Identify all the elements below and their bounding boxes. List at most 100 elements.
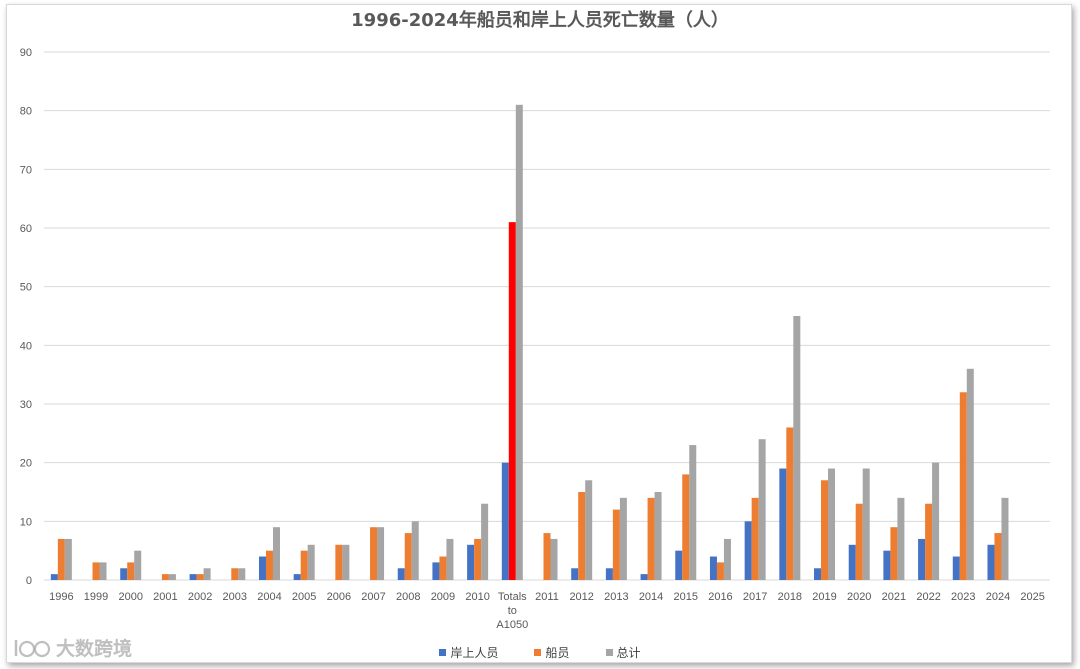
bar-shore [918,538,926,580]
bar-crew [578,492,586,580]
bar-crew [335,544,343,580]
x-tick-label: Totals to A1050 [496,591,528,631]
bar-total [932,462,940,580]
bar-shore [814,568,822,580]
y-tick-label: 40 [20,340,32,352]
bar-shore [467,544,475,580]
bar-total [134,550,142,580]
bar-crew [786,427,794,580]
bar-crew [231,568,239,580]
x-tick-label: 2009 [431,591,455,603]
watermark-logo-icon [14,639,51,657]
bar-crew [57,538,65,580]
bar-crew [92,562,100,580]
chart-legend: 岸上人员 船员 总计 [0,644,1080,661]
x-tick-label: 2014 [639,591,663,603]
bar-shore [675,550,683,580]
x-tick-label: 2024 [986,591,1010,603]
bar-shore [50,574,58,580]
bar-crew [890,527,898,580]
bar-crew [127,562,135,580]
bar-total [99,562,107,580]
x-tick-label: 1996 [49,591,73,603]
bar-total [689,445,697,580]
bar-crew [439,556,447,580]
x-tick-label: 2012 [569,591,593,603]
bar-total [307,544,315,580]
bar-shore [709,556,717,580]
bar-shore [744,521,752,580]
x-tick-label: 2025 [1020,591,1044,603]
x-tick-label: 2023 [951,591,975,603]
gridlines [44,51,1050,581]
bar-total [446,538,454,580]
legend-item-shore: 岸上人员 [439,644,498,661]
x-tick-label: 2018 [778,591,802,603]
bar-crew [508,222,516,580]
bar-crew [959,392,967,580]
bars [50,104,1009,581]
x-tick-label: 2013 [604,591,628,603]
y-axis-ticks: 0 10 20 30 40 50 60 70 80 90 [20,47,32,587]
x-tick-label: 2010 [465,591,489,603]
bar-total [793,316,801,580]
bar-total [64,538,72,580]
x-tick-label: 2008 [396,591,420,603]
bar-shore [258,556,266,580]
bar-total [168,574,176,580]
bar-crew [751,497,759,580]
legend-swatch-crew [534,649,542,656]
x-tick-label: 1999 [84,591,108,603]
bar-total [377,527,385,580]
bar-shore [501,462,509,580]
bar-crew [682,474,690,580]
y-tick-label: 60 [20,223,32,235]
bar-total [862,468,870,580]
bar-crew [370,527,378,580]
bar-total [203,568,211,580]
bar-total [1001,497,1009,580]
legend-label-crew: 船员 [545,646,570,660]
bar-crew [161,574,169,580]
bar-crew [543,533,551,580]
bar-total [238,568,246,580]
x-tick-label: 2006 [327,591,351,603]
bar-total [897,497,905,580]
x-tick-label: 2003 [223,591,247,603]
bar-shore [189,574,197,580]
bar-crew [265,550,273,580]
y-tick-label: 10 [20,516,32,528]
bar-shore [640,574,648,580]
bar-crew [404,533,412,580]
watermark: 大数跨境 [12,634,132,661]
bar-crew [855,503,863,580]
x-tick-label: 2021 [882,591,906,603]
legend-item-total: 总计 [605,644,641,661]
bar-shore [397,568,405,580]
bar-total [828,468,836,580]
bar-crew [300,550,308,580]
x-tick-label: 2020 [847,591,871,603]
bar-total [342,544,350,580]
x-tick-label: 2001 [153,591,177,603]
legend-label-total: 总计 [616,646,641,660]
bar-total [411,521,419,580]
x-tick-label: 2015 [674,591,698,603]
x-axis-ticks: 1996 1999 2000 2001 2002 2003 2004 2005 2006 2007… [49,591,1045,631]
x-tick-label: 2022 [916,591,940,603]
y-tick-label: 90 [20,47,32,59]
bar-total [654,492,662,580]
x-tick-label: 2002 [188,591,212,603]
bar-total [966,368,974,580]
bar-total [585,480,593,580]
y-tick-label: 20 [20,458,32,470]
legend-item-crew: 船员 [534,644,570,661]
bar-crew [647,497,655,580]
bar-total [723,538,731,580]
bar-shore [120,568,128,580]
x-tick-label: 2004 [257,591,281,603]
bar-total [619,497,627,580]
bar-shore [952,556,960,580]
x-tick-label: 2005 [292,591,316,603]
